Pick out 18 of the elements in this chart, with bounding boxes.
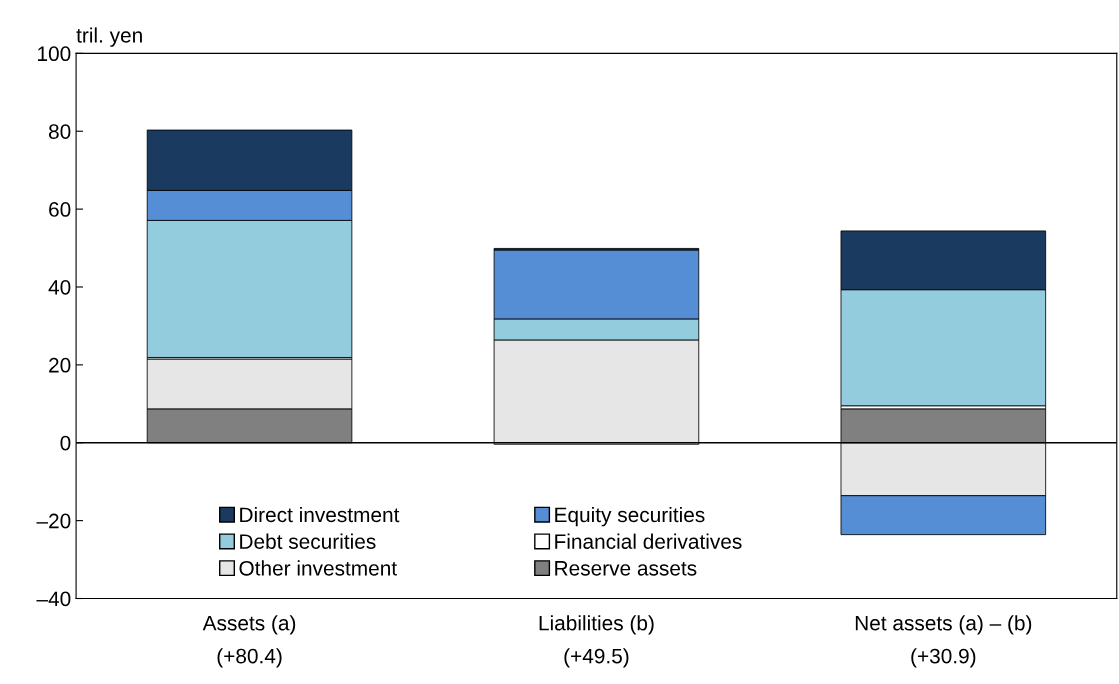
legend-label: Financial derivatives: [555, 533, 742, 549]
legend-label: Direct investment: [240, 506, 400, 523]
y-tick-label: 80: [48, 124, 71, 139]
y-axis-title: tril. yen: [76, 27, 142, 47]
y-tick-label: –20: [36, 513, 71, 529]
legend-label: Other investment: [239, 560, 397, 576]
y-tick-label: 60: [49, 202, 71, 217]
x-tick-label: Assets (a) (+80.4): [202, 615, 296, 668]
legend-label: Reserve assets: [555, 561, 697, 576]
y-tick-label: 0: [60, 435, 71, 451]
legend-label: Equity securities: [555, 506, 705, 527]
legend-label: Debt securities: [240, 533, 376, 549]
x-tick-label: Liabilities (b) (+49.5): [539, 615, 654, 668]
y-tick-label: 100: [38, 46, 71, 62]
y-tick-label: 40: [48, 279, 71, 295]
x-tick-label: Net assets (a) – (b) (+30.9): [855, 615, 1032, 668]
y-tick-label: –40: [36, 591, 71, 607]
y-tick-label: 20: [49, 357, 71, 373]
